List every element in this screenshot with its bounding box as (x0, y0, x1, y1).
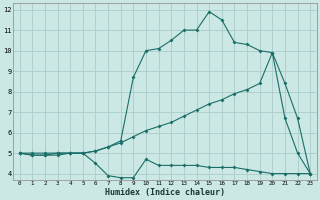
X-axis label: Humidex (Indice chaleur): Humidex (Indice chaleur) (105, 188, 225, 197)
